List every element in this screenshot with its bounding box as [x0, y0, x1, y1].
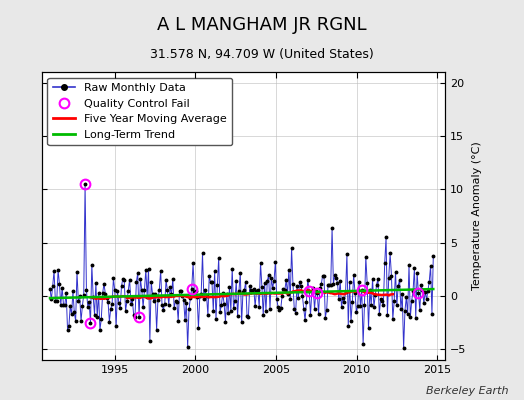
- Text: A L MANGHAM JR RGNL: A L MANGHAM JR RGNL: [157, 16, 367, 34]
- Text: 31.578 N, 94.709 W (United States): 31.578 N, 94.709 W (United States): [150, 48, 374, 61]
- Text: Berkeley Earth: Berkeley Earth: [426, 386, 508, 396]
- Legend: Raw Monthly Data, Quality Control Fail, Five Year Moving Average, Long-Term Tren: Raw Monthly Data, Quality Control Fail, …: [48, 78, 233, 145]
- Y-axis label: Temperature Anomaly (°C): Temperature Anomaly (°C): [472, 142, 482, 290]
